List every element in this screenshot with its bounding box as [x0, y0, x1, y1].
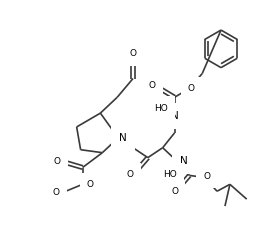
- Text: HO: HO: [163, 170, 176, 179]
- Text: N: N: [119, 133, 127, 143]
- Text: O: O: [204, 172, 211, 181]
- Text: N: N: [180, 155, 188, 166]
- Text: O: O: [188, 84, 195, 93]
- Text: O: O: [171, 187, 178, 196]
- Text: O: O: [126, 170, 133, 179]
- Text: O: O: [129, 49, 136, 58]
- Text: O: O: [87, 180, 94, 189]
- Text: O: O: [53, 157, 60, 166]
- Text: N: N: [171, 111, 178, 121]
- Text: O: O: [52, 188, 59, 197]
- Text: O: O: [148, 81, 155, 90]
- Text: HO: HO: [154, 104, 168, 113]
